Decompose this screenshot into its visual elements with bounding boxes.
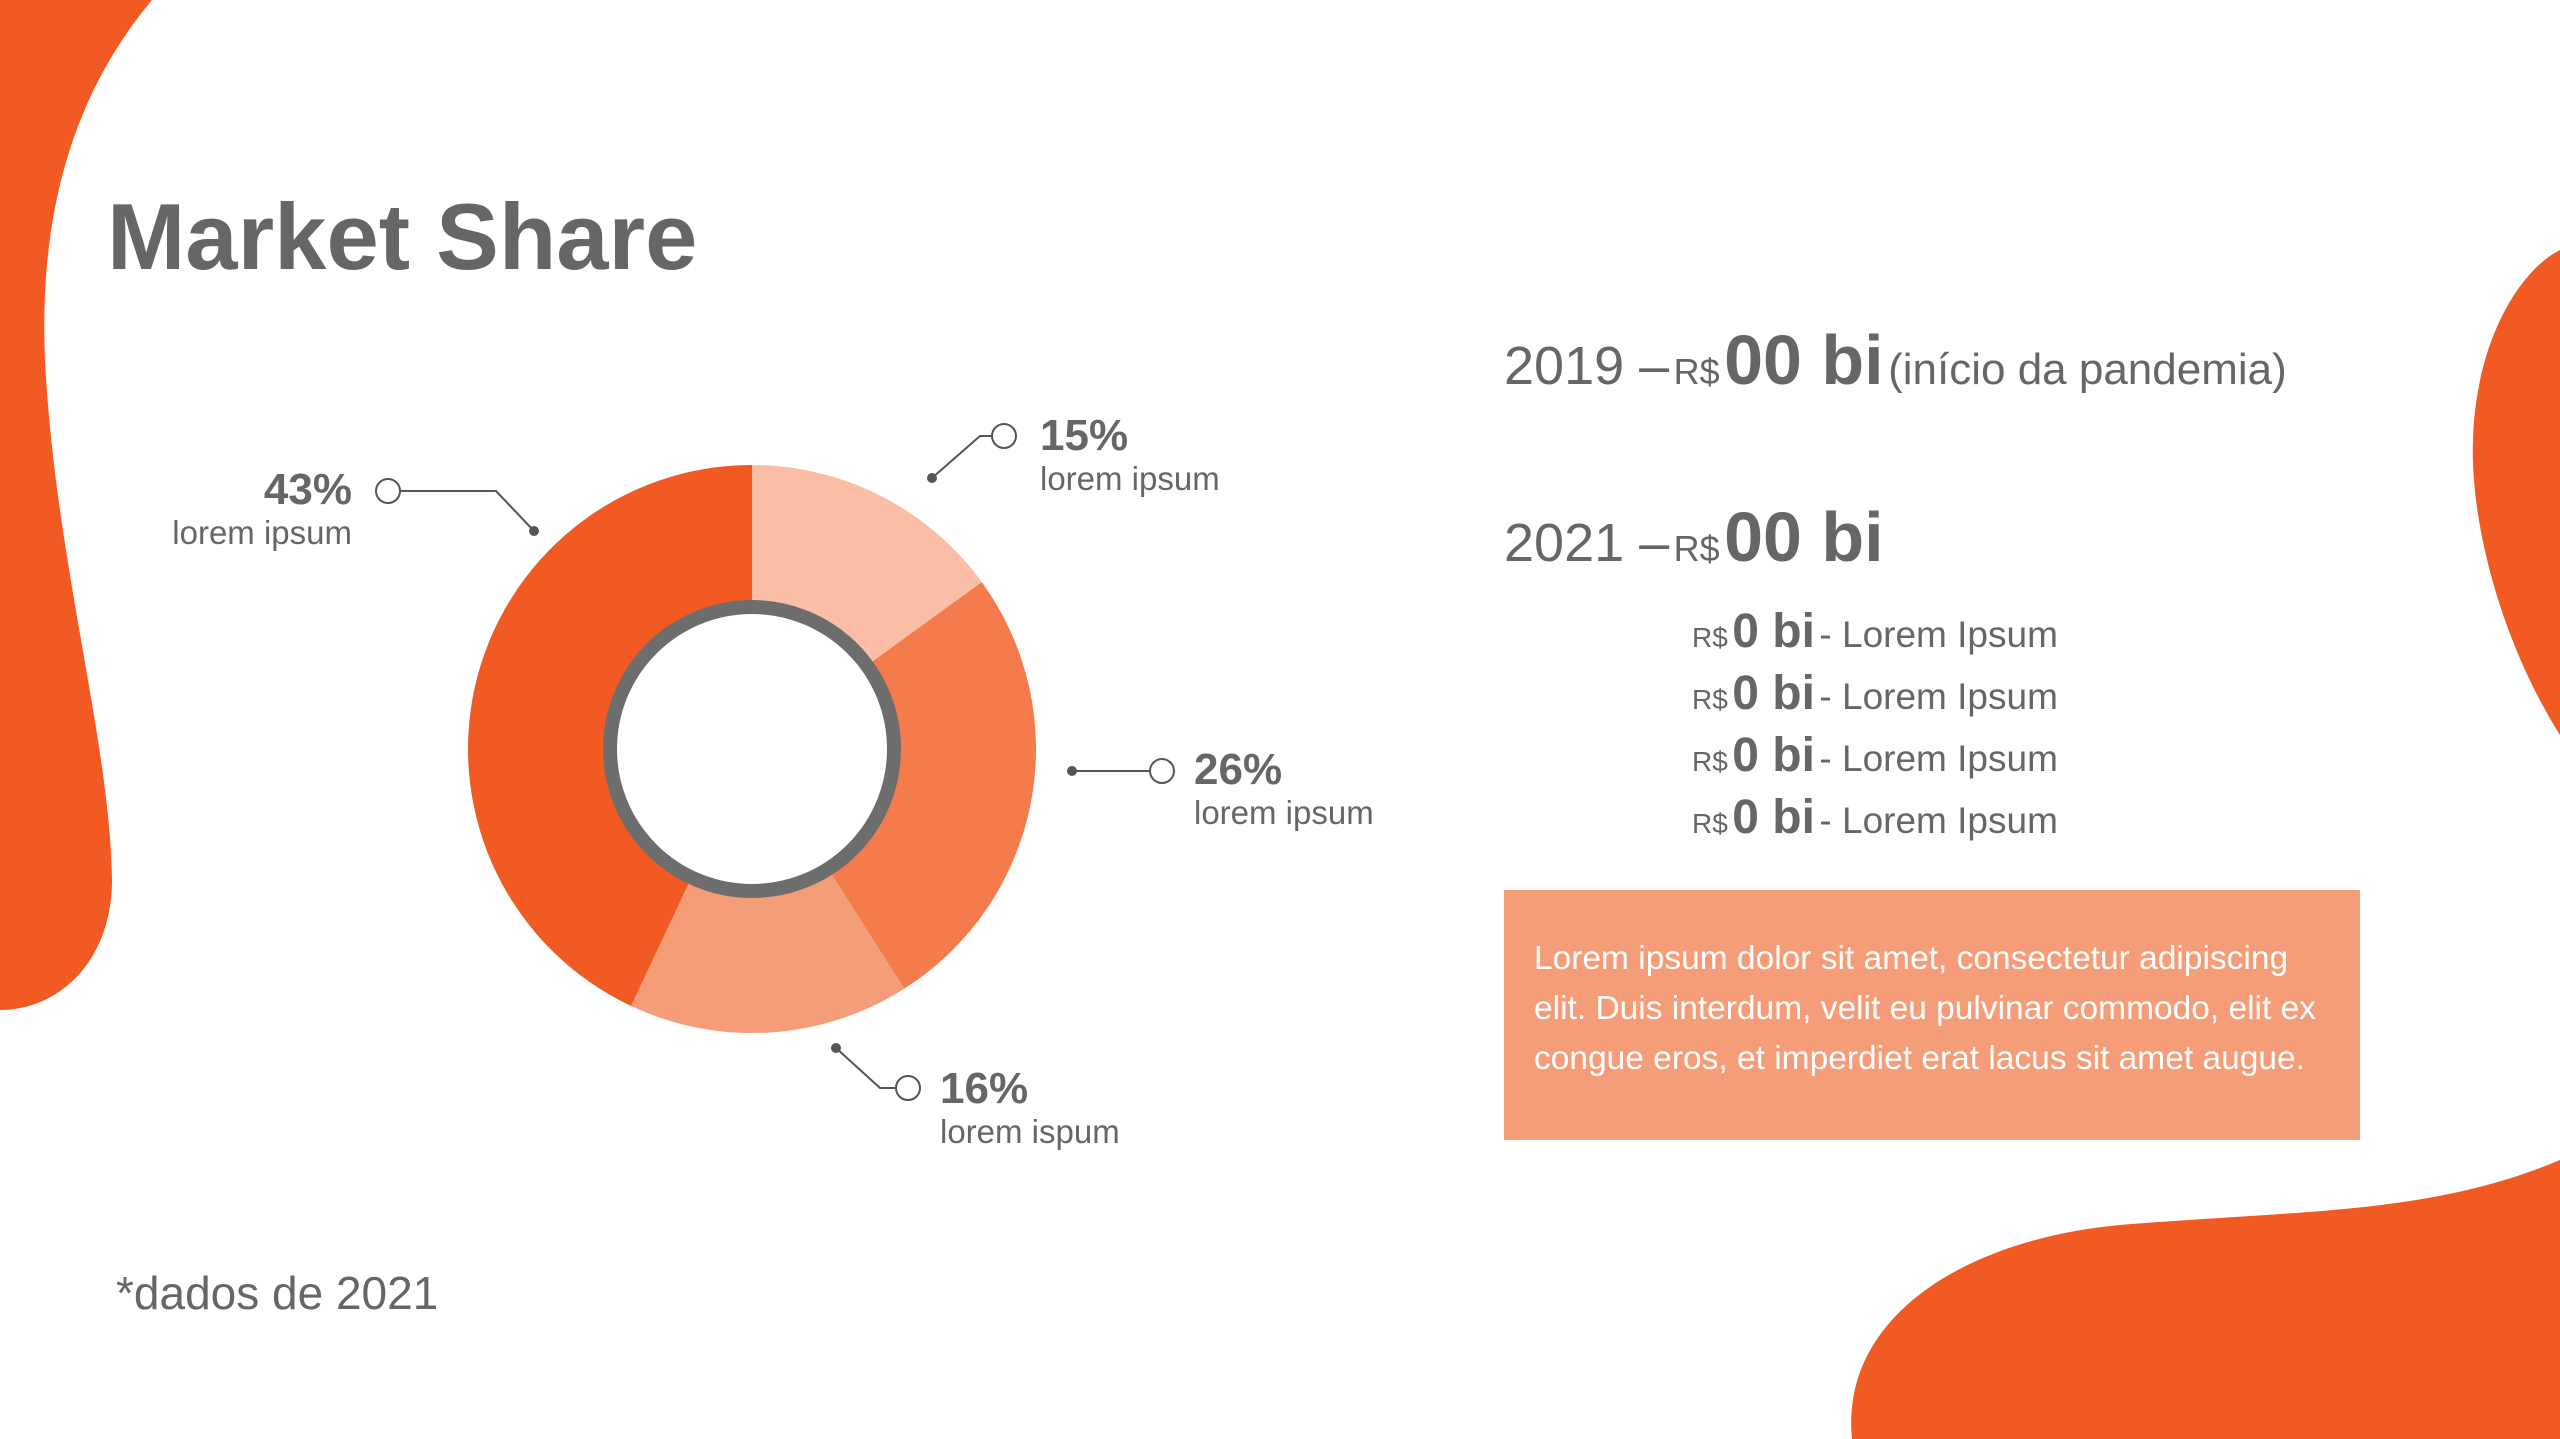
description-box: Lorem ipsum dolor sit amet, consectetur … [1504,890,2360,1140]
stat-currency: R$ [1673,351,1720,392]
stat-year: 2021 – [1504,513,1670,573]
breakdown-item: R$ 0 bi - Lorem Ipsum [1692,608,2058,656]
leader-dot-43 [529,526,539,536]
leader-dot-16 [831,1043,841,1053]
breakdown-amount: 0 bi [1732,605,1815,658]
breakdown-amount: 0 bi [1732,791,1815,844]
slice-pct-label: 15% [1040,411,1129,460]
slice-label: lorem ipsum [1040,460,1220,497]
breakdown-item: R$ 0 bi - Lorem Ipsum [1692,670,2058,718]
breakdown-currency: R$ [1692,808,1728,839]
stat-2021: 2021 – R$ 00 bi [1504,502,1884,572]
stat-note: (início da pandemia) [1888,345,2287,394]
leader-lines [375,423,1175,1101]
stat-2019: 2019 – R$ 00 bi (início da pandemia) [1504,325,2287,395]
footnote: *dados de 2021 [116,1267,439,1319]
stat-year: 2019 – [1504,336,1670,396]
slice-label: lorem ispum [940,1113,1120,1150]
slice-pct-label: 43% [263,465,352,514]
breakdown-amount: 0 bi [1732,667,1815,720]
stat-currency: R$ [1673,528,1720,569]
leader-ring-26 [1149,758,1175,784]
breakdown-currency: R$ [1692,622,1728,653]
leader-dot-26 [1067,766,1077,776]
leader-line-15 [931,435,1003,479]
callout-43: 43% lorem ipsum [160,465,352,551]
breakdown-currency: R$ [1692,684,1728,715]
stat-amount: 00 bi [1724,321,1884,399]
breakdown-currency: R$ [1692,746,1728,777]
slice-label: lorem ipsum [1194,794,1374,831]
slice-label: lorem ipsum [172,514,352,551]
leader-dot-15 [927,473,937,483]
left-decorative-blob [0,0,152,1010]
breakdown-item: R$ 0 bi - Lorem Ipsum [1692,794,2058,842]
right-decorative-blob [2472,250,2560,735]
leader-ring-43 [375,478,401,504]
donut-inner-ring [603,600,901,898]
callout-26: 26% lorem ipsum [1194,745,1374,831]
leader-line-43 [400,490,535,532]
leader-line-16 [835,1047,896,1089]
slice-pct-label: 16% [940,1064,1029,1113]
leader-ring-16 [895,1075,921,1101]
breakdown-text: - Lorem Ipsum [1819,800,2058,841]
callout-15: 15% lorem ipsum [1040,411,1220,497]
slice-pct-label: 26% [1194,745,1283,794]
breakdown-text: - Lorem Ipsum [1819,614,2058,655]
bottom-right-decorative-blob [1851,1160,2560,1439]
breakdown-item: R$ 0 bi - Lorem Ipsum [1692,732,2058,780]
page-title: Market Share [107,184,698,289]
leader-ring-15 [991,423,1017,449]
callout-16: 16% lorem ispum [940,1064,1120,1150]
breakdown-text: - Lorem Ipsum [1819,738,2058,779]
breakdown-amount: 0 bi [1732,729,1815,782]
breakdown-text: - Lorem Ipsum [1819,676,2058,717]
stat-amount: 00 bi [1724,498,1884,576]
